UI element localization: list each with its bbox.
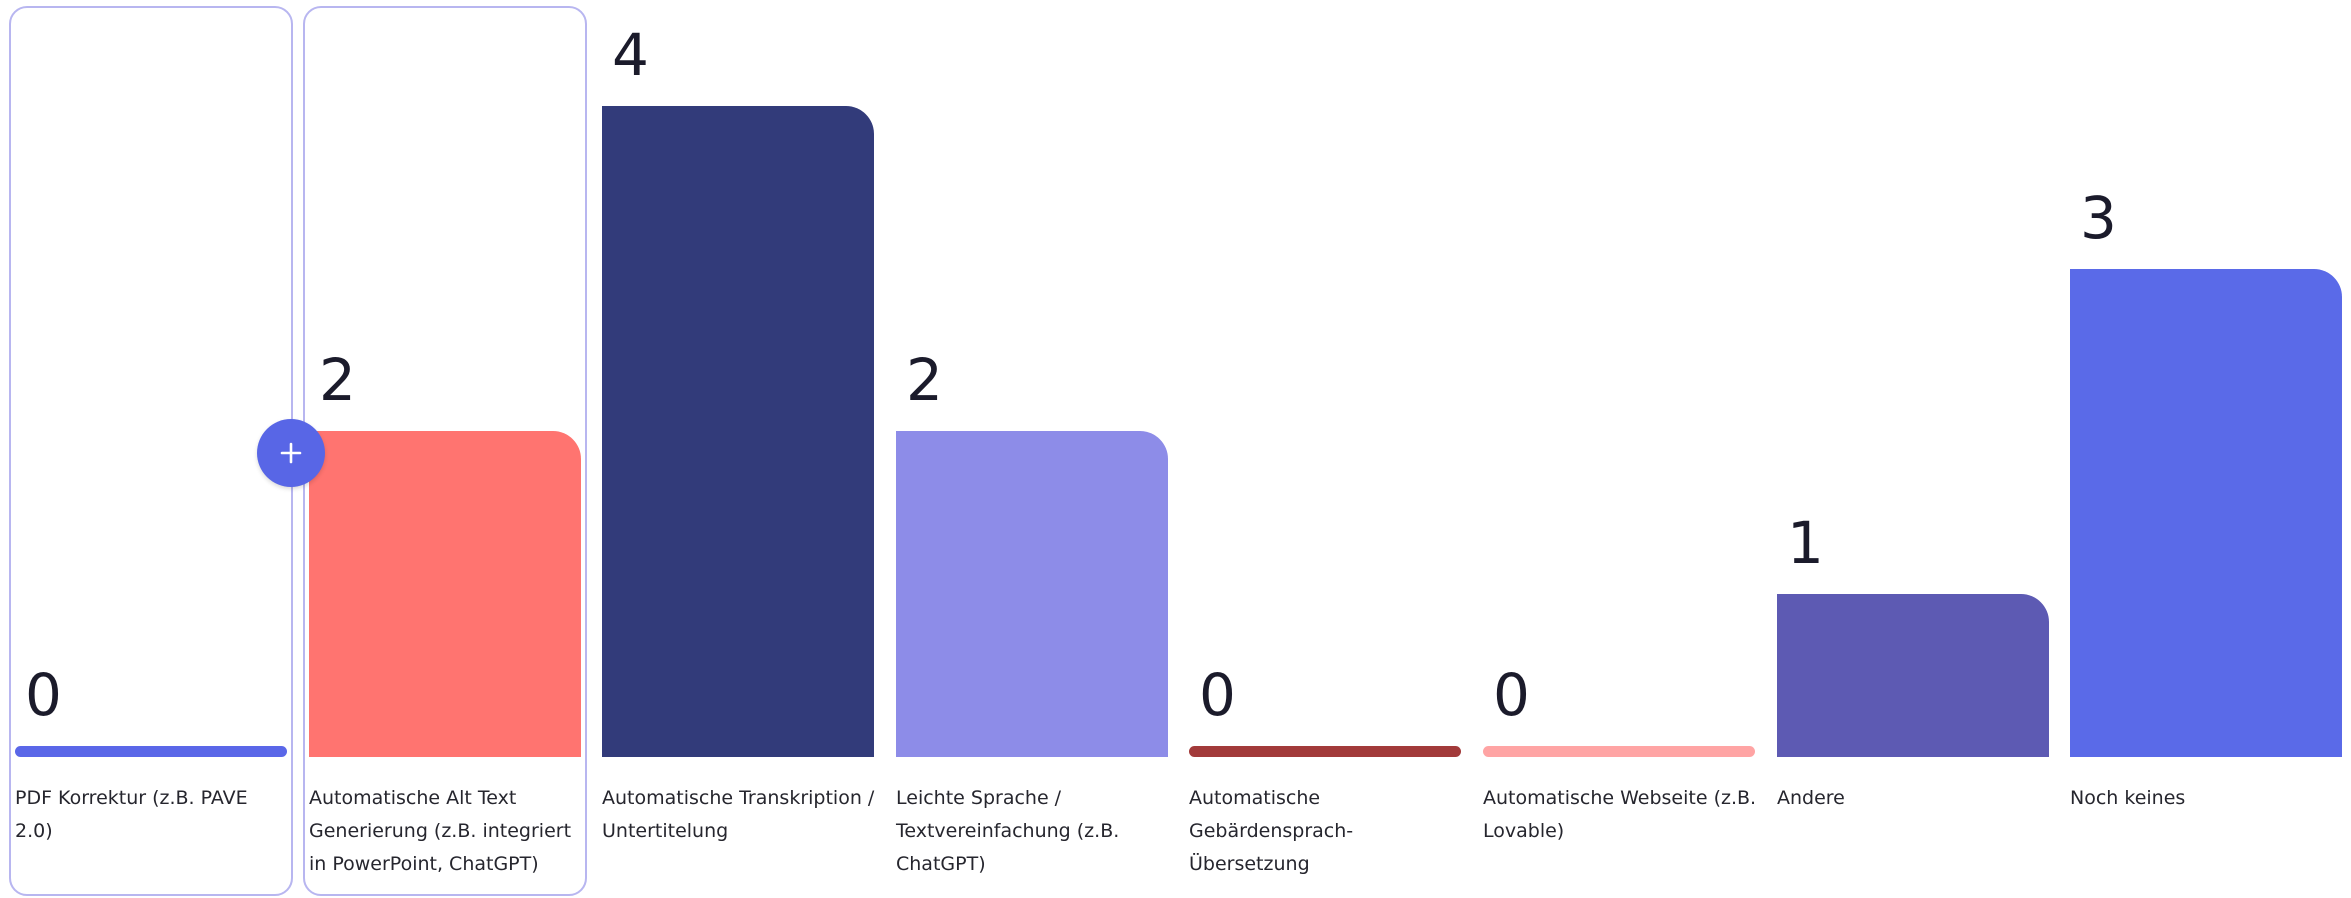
bar [602, 106, 874, 757]
bar-value-label: 4 [612, 21, 649, 89]
bar-value-label: 0 [1199, 661, 1236, 729]
bar [1189, 746, 1461, 757]
bar-value-label: 0 [1493, 661, 1530, 729]
category-label: PDF Korrektur (z.B. PAVE 2.0) [15, 787, 248, 842]
plus-icon [280, 442, 302, 464]
category-label: Andere [1777, 787, 1845, 809]
bar-value-label: 2 [319, 346, 356, 414]
category-label: Automatische Transkription / Untertitelu… [602, 787, 875, 842]
category-label: Automatische Alt Text Generierung (z.B. … [309, 787, 572, 875]
bar [896, 431, 1168, 757]
bar [2070, 269, 2342, 757]
bar [1777, 594, 2049, 757]
bar [1483, 746, 1755, 757]
add-button[interactable] [257, 419, 325, 487]
column-highlight-frame[interactable] [9, 6, 293, 896]
category-label: Automatische Webseite (z.B. Lovable) [1483, 787, 1757, 842]
bar-value-label: 1 [1787, 509, 1824, 577]
bar [309, 431, 581, 757]
category-label: Automatische Gebärdensprach-Übersetzung [1189, 787, 1354, 875]
bar-value-label: 3 [2080, 184, 2117, 252]
category-label: Leichte Sprache / Textvereinfachung (z.B… [896, 787, 1120, 875]
bar-value-label: 2 [906, 346, 943, 414]
bar [15, 746, 287, 757]
bar-value-label: 0 [25, 661, 62, 729]
category-label: Noch keines [2070, 787, 2186, 809]
